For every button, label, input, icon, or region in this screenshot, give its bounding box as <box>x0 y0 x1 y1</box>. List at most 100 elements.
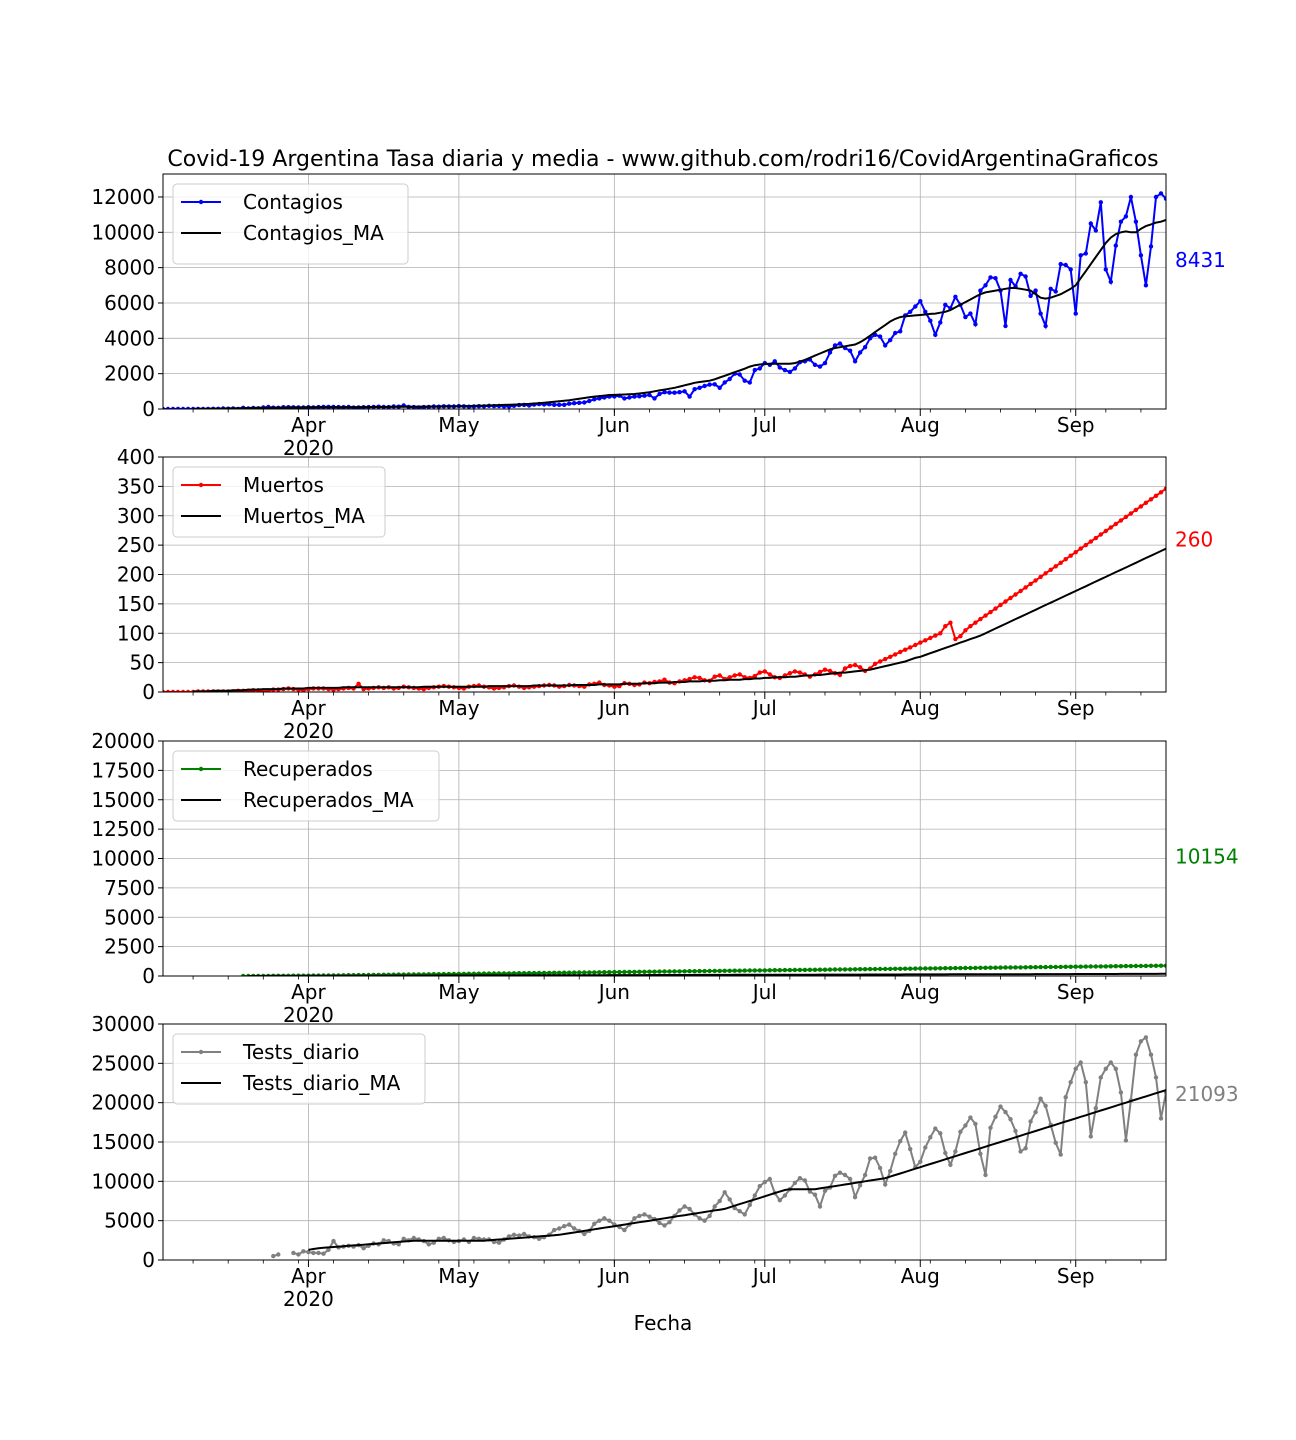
contagios-point-123 <box>777 365 782 370</box>
muertos-point-177 <box>1048 567 1053 572</box>
muertos-point-133 <box>827 668 833 674</box>
contagios-last-value-label: 8431 <box>1175 248 1226 272</box>
recuperados-point-172 <box>1103 964 1109 969</box>
recuperados-point-150 <box>993 965 998 970</box>
recuperados-point-144 <box>963 965 968 971</box>
tests-point-99 <box>767 1176 772 1182</box>
muertos-point-90 <box>612 684 617 689</box>
contagios-point-146 <box>893 330 898 336</box>
muertos-point-119 <box>757 670 762 675</box>
muertos-point-107 <box>697 675 702 681</box>
contagios-point-94 <box>632 394 637 399</box>
recuperados-point-100 <box>742 968 747 973</box>
muertos-point-176 <box>1043 571 1048 576</box>
tests-point-109 <box>817 1204 823 1209</box>
recuperados-legend-label-1: Recuperados_MA <box>243 788 414 812</box>
tests-point-57 <box>557 1226 562 1231</box>
recuperados-point-159 <box>1038 964 1043 970</box>
muertos-ytick-label: 50 <box>130 651 155 675</box>
contagios-point-185 <box>1088 221 1094 226</box>
recuperados-point-122 <box>852 967 858 972</box>
tests-point-85 <box>697 1216 702 1221</box>
recuperados-last-value-label: 10154 <box>1175 845 1239 869</box>
contagios-point-117 <box>747 380 752 385</box>
recuperados-ytick-label: 5000 <box>104 905 155 929</box>
tests-point-95 <box>747 1202 752 1208</box>
muertos-point-157 <box>948 620 953 625</box>
contagios-point-126 <box>792 366 798 371</box>
muertos-point-185 <box>1088 539 1094 544</box>
muertos-point-118 <box>752 673 757 679</box>
recuperados-point-87 <box>677 969 682 974</box>
muertos-xtick-label: Aug <box>901 696 940 720</box>
muertos-ytick-label: 400 <box>117 445 155 469</box>
muertos-point-172 <box>1023 585 1028 590</box>
recuperados-point-66 <box>572 970 577 975</box>
muertos-point-167 <box>998 602 1003 608</box>
contagios-point-133 <box>827 350 833 355</box>
tests-point-143 <box>988 1125 993 1131</box>
tests-ytick-label: 10000 <box>91 1169 155 1193</box>
contagios-point-106 <box>692 387 697 392</box>
recuperados-point-166 <box>1073 964 1078 969</box>
tests-legend-label-0: Tests_diario <box>242 1040 359 1064</box>
muertos-point-110 <box>712 674 717 679</box>
tests-point-5 <box>296 1252 301 1257</box>
recuperados-point-72 <box>602 970 607 975</box>
contagios-point-147 <box>898 329 903 334</box>
muertos-ytick-label: 300 <box>117 504 155 528</box>
contagios-point-206 <box>1194 202 1198 206</box>
muertos-point-164 <box>983 613 988 618</box>
muertos-point-168 <box>1003 599 1008 604</box>
tests-legend-label-1: Tests_diario_MA <box>242 1071 401 1095</box>
muertos-point-131 <box>817 669 823 675</box>
tests-point-62 <box>582 1231 587 1237</box>
muertos-point-135 <box>837 672 843 678</box>
recuperados-point-153 <box>1008 965 1013 970</box>
tests-point-158 <box>1063 1095 1068 1100</box>
contagios-point-5 <box>185 406 191 409</box>
tests-point-83 <box>687 1206 692 1212</box>
recuperados-panel: 0 2500 5000 7500 10000 12500 15000 17500 20000 Ap… <box>91 729 1238 1027</box>
muertos-point-197 <box>1148 497 1154 502</box>
tests-point-101 <box>777 1198 782 1203</box>
tests-point-106 <box>802 1178 808 1183</box>
contagios-point-102 <box>672 390 677 395</box>
recuperados-point-146 <box>973 965 978 971</box>
muertos-point-183 <box>1078 546 1083 551</box>
recuperados-point-107 <box>777 968 782 973</box>
muertos-axes-frame <box>162 456 1167 693</box>
muertos-point-142 <box>872 661 878 666</box>
recuperados-point-69 <box>587 970 592 975</box>
contagios-point-1 <box>165 406 171 409</box>
contagios-point-205 <box>1189 195 1193 199</box>
muertos-point-202 <box>1174 480 1178 484</box>
recuperados-point-174 <box>1113 964 1119 969</box>
tests-point-8 <box>311 1250 316 1256</box>
recuperados-point-183 <box>1158 963 1164 968</box>
contagios-point-78 <box>552 402 557 407</box>
recuperados-point-77 <box>627 969 632 975</box>
recuperados-point-62 <box>552 970 557 975</box>
tests-point-162 <box>1083 1080 1089 1085</box>
muertos-point-126 <box>792 669 798 674</box>
recuperados-series-line <box>243 964 1166 976</box>
tests-point-165 <box>1098 1075 1104 1080</box>
tests-point-123 <box>888 1168 893 1174</box>
recuperados-xtick-label: Jul <box>751 980 777 1004</box>
recuperados-point-99 <box>737 968 742 973</box>
recuperados-point-103 <box>757 968 762 973</box>
recuperados-point-179 <box>1138 963 1144 969</box>
contagios-point-187 <box>1098 200 1104 205</box>
tests-point-172 <box>1133 1052 1139 1057</box>
contagios-axes-frame <box>162 173 1167 410</box>
x-axis-label: Fecha <box>634 1311 693 1335</box>
contagios-point-113 <box>727 376 732 382</box>
tests-point-28 <box>411 1235 416 1241</box>
recuperados-xtick-label: Apr <box>291 980 326 1004</box>
recuperados-point-67 <box>577 970 582 975</box>
muertos-point-190 <box>1113 521 1119 527</box>
contagios-point-173 <box>1028 293 1033 299</box>
recuperados-point-79 <box>637 969 642 974</box>
